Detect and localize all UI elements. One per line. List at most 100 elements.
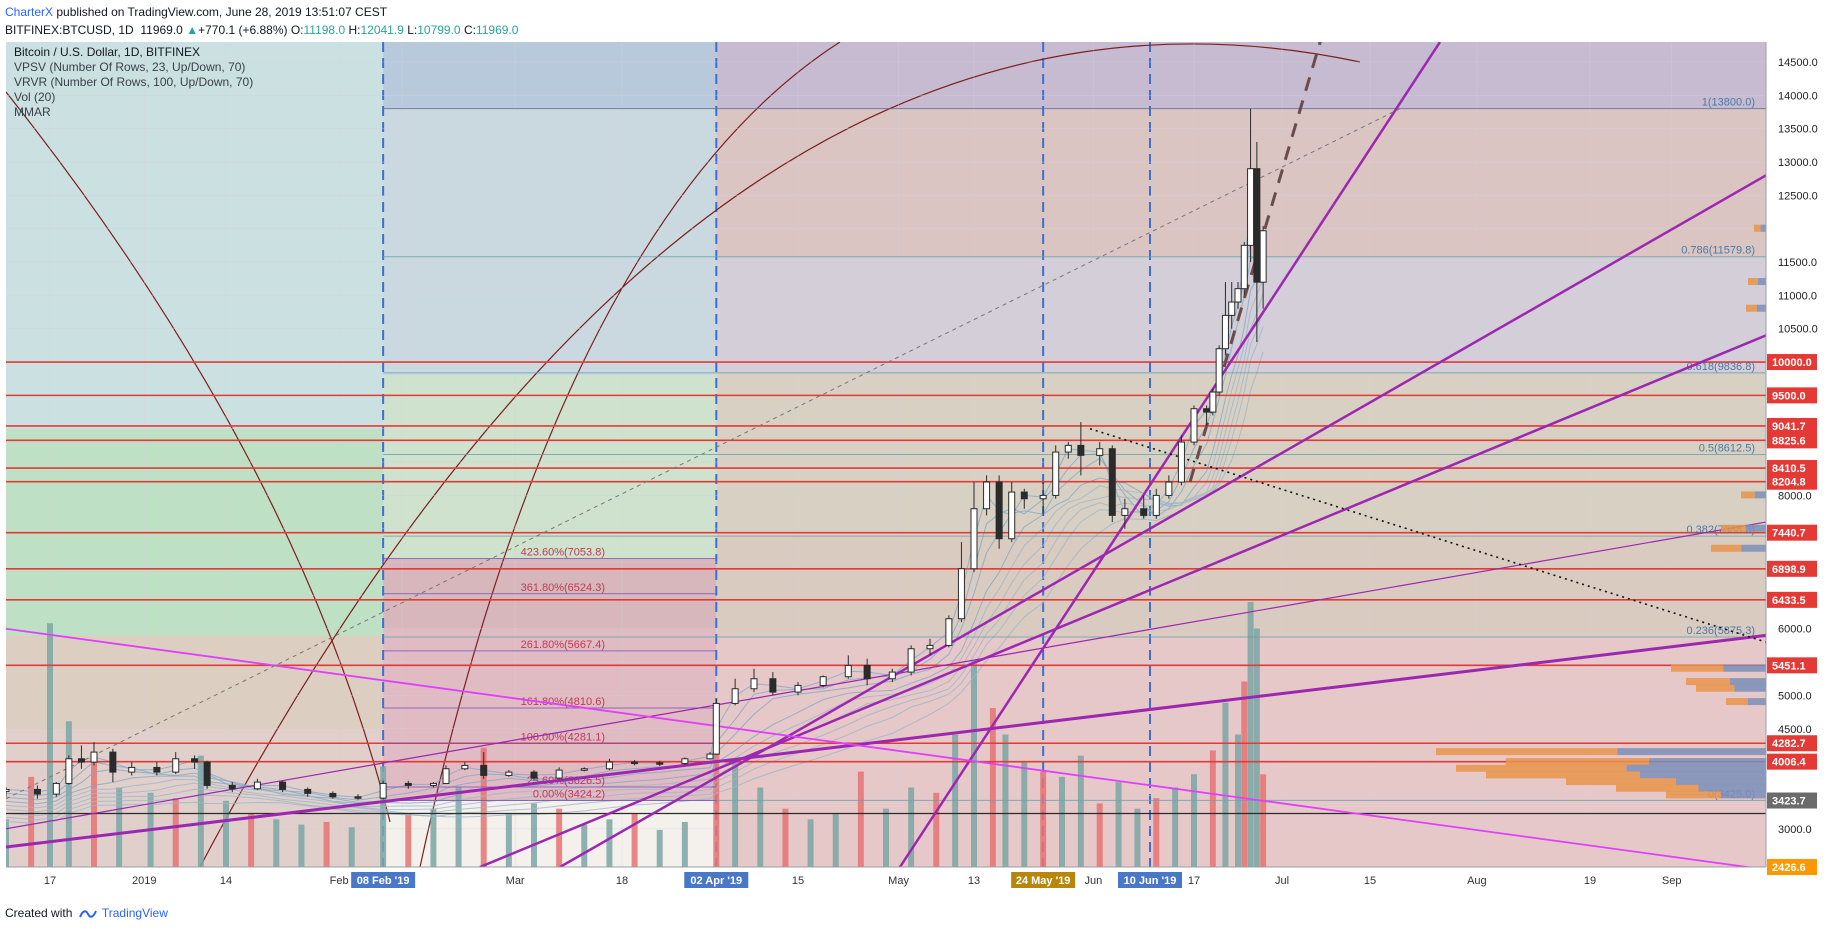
time-axis-labels: 17201914Feb3Mar1815May13Jun17Jul15Aug19S… (44, 872, 1682, 888)
volume-bar (1222, 702, 1229, 867)
volume-bar (28, 776, 35, 867)
candle-down (480, 764, 488, 776)
legend-indicator[interactable]: VRVR (Number Of Rows, 100, Up/Down, 70) (14, 75, 253, 89)
candle-up (555, 769, 563, 779)
y-tick-label: 11500.0 (1778, 257, 1817, 269)
candle-up (907, 648, 915, 673)
volume-profile-bar (1617, 748, 1766, 756)
candle-up (681, 758, 689, 764)
candle-down (109, 751, 117, 773)
candle-up (1228, 301, 1236, 316)
candle-down (769, 678, 777, 693)
candle-down (404, 782, 412, 786)
volume-bar (681, 821, 688, 867)
candle-up (128, 766, 136, 773)
zone (716, 108, 1766, 257)
fib-extension-label: 100.00%(4281.1) (521, 731, 605, 743)
volume-profile-bar (1741, 544, 1766, 552)
zone (383, 108, 717, 376)
date-tag-label: 10 Jun '19 (1124, 875, 1177, 887)
price-level-tag (1767, 417, 1817, 434)
volume-bar (47, 623, 53, 867)
candle-up (1165, 481, 1173, 496)
price-level-tag (1767, 859, 1817, 875)
volume-bar (989, 708, 996, 867)
candle-up (1121, 508, 1129, 516)
candle-up (1221, 314, 1229, 350)
candle-down (1077, 444, 1085, 456)
legend-indicator[interactable]: VPSV (Number Of Rows, 23, Up/Down, 70) (14, 60, 245, 74)
symbol-line: BITFINEX:BTCUSD, 1D (5, 23, 134, 37)
x-tick-label: Jul (1275, 875, 1289, 887)
price-level-tag-label: 9041.7 (1772, 421, 1806, 433)
candle-up (1234, 288, 1242, 303)
price-level-tag-label: 3423.7 (1772, 796, 1806, 808)
arc (419, 42, 841, 867)
volume-bar (505, 814, 512, 867)
candle-down (304, 788, 312, 794)
candle-up (1052, 451, 1060, 496)
candle-up (461, 764, 469, 770)
price-level-tag (1767, 560, 1817, 577)
volume-profile-bar (1686, 678, 1730, 686)
volume-bar (1153, 798, 1160, 867)
volume-profile-bar (1649, 758, 1766, 766)
volume-bar (380, 766, 387, 867)
volume-bar (757, 787, 764, 867)
price-axis-labels: 3000.0 4500.0 5000.0 6000.0 8000.0 10500.0 110… (1767, 57, 1818, 875)
volume-profile-bar (1698, 784, 1766, 792)
price-level-tag (1767, 753, 1817, 770)
y-tick-label: 10500.0 (1778, 324, 1818, 336)
trend-drawings (6, 42, 1766, 867)
x-tick-label: 17 (44, 875, 56, 887)
volume-bar (248, 814, 255, 867)
candle-up (926, 644, 934, 650)
volume-profile-bar (1506, 758, 1649, 766)
author-link[interactable]: CharterX (5, 5, 54, 19)
arc (199, 43, 1361, 867)
candle-up (750, 678, 758, 690)
trend-line (559, 174, 1766, 867)
high-value: 12041.9 (360, 23, 404, 37)
fib-extension-label: 361.80%(6524.3) (521, 582, 605, 594)
fib-extension-label: 161.80%(4810.6) (521, 696, 605, 708)
price-chart[interactable]: 1(13800.0) 0.786(11579.8) 0.618(9836.8) 0.5… (0, 42, 1828, 900)
x-tick-label: 14 (220, 875, 232, 887)
price-level-tag-label: 10000.0 (1772, 357, 1812, 369)
x-tick-label: 17 (1188, 875, 1200, 887)
price-level-tag-label: 4006.4 (1772, 757, 1807, 769)
price-level-tag-label: 7440.7 (1772, 528, 1806, 540)
candle-up (731, 688, 739, 704)
high-label: H: (348, 23, 361, 37)
tradingview-link[interactable]: TradingView (101, 906, 168, 920)
candle-up (794, 684, 802, 693)
legend-indicator[interactable]: MMAR (14, 105, 51, 119)
legend-indicator[interactable]: Vol (20) (14, 90, 55, 104)
candle-up (706, 753, 714, 760)
legend-title: Bitcoin / U.S. Dollar, 1D, BITFINEX (14, 45, 200, 59)
candle-down (33, 788, 41, 795)
candle-down (995, 481, 1003, 540)
price-level-lines (6, 361, 1766, 867)
x-tick-label: Aug (1467, 875, 1487, 887)
date-tag (1011, 872, 1076, 888)
price-level-tag (1767, 591, 1817, 608)
volume-bar (298, 824, 305, 867)
low-value: 10799.0 (417, 23, 461, 37)
price-level-tag (1767, 387, 1817, 404)
fib-retracement-label: 0.786(11579.8) (1681, 245, 1755, 257)
candle-up (65, 758, 73, 784)
candle-up (429, 782, 437, 786)
candle-down (279, 781, 287, 790)
y-tick-label: 11000.0 (1778, 290, 1817, 302)
volume-profile-bar (1721, 524, 1746, 532)
footer: Created with TradingView (5, 904, 168, 922)
published-text: published on TradingView.com, June 28, 2… (56, 5, 388, 19)
volume-profile-bar (1730, 678, 1766, 686)
price-level-tag (1767, 657, 1817, 674)
volume-profile (1436, 224, 1766, 799)
close-value: 11969.0 (475, 23, 519, 37)
volume-bar (65, 721, 72, 867)
y-tick-label: 6000.0 (1778, 624, 1812, 636)
zone (383, 558, 717, 801)
